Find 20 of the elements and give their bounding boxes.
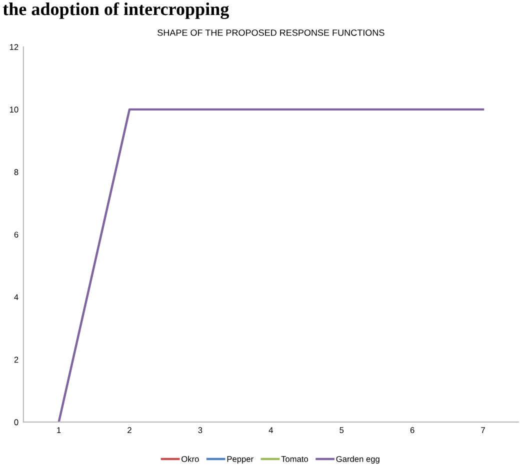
y-tick-label: 8	[14, 169, 18, 176]
legend-label: Okro	[182, 456, 199, 462]
y-tick-label: 2	[14, 356, 18, 363]
x-tick-label: 4	[268, 427, 273, 433]
legend-label: Tomato	[281, 456, 308, 462]
x-tick-label: 3	[198, 427, 202, 434]
text: the adoption of intercropping	[2, 2, 230, 20]
x-tick-label: 7	[481, 427, 485, 433]
x-tick-label: 5	[340, 427, 344, 434]
y-tick-label: 12	[10, 44, 18, 50]
x-tick-label: 2	[128, 427, 132, 433]
y-tick-label: 10	[10, 106, 18, 113]
chart-title: SHAPE OF THE PROPOSED RESPONSE FUNCTIONS	[158, 29, 384, 36]
x-tick-label: 6	[410, 427, 414, 434]
legend-label: Pepper	[227, 456, 254, 464]
legend-label: Garden egg	[336, 456, 380, 464]
y-tick-label: 0	[14, 419, 18, 426]
y-tick-label: 4	[14, 294, 18, 300]
x-tick-label: 1	[57, 427, 61, 433]
y-tick-label: 6	[14, 232, 18, 238]
